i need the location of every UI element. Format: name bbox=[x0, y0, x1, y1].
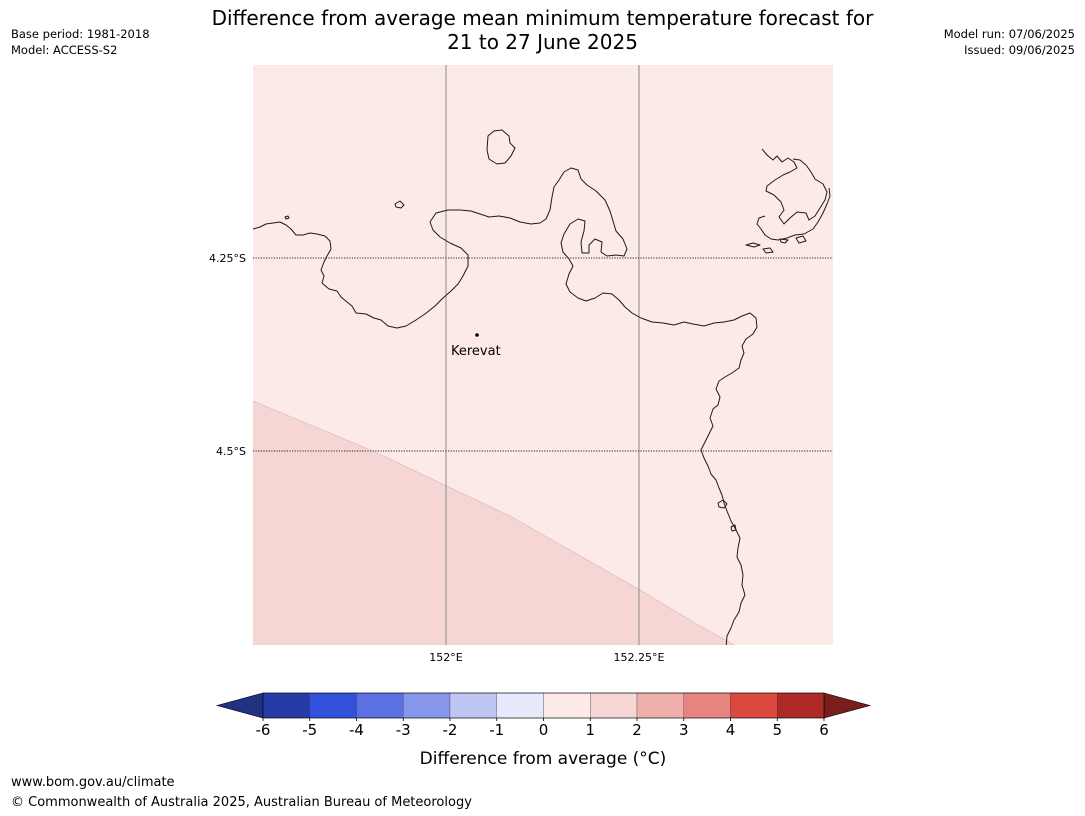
coastline-islet-east-4 bbox=[795, 235, 807, 244]
map-title: Difference from average mean minimum tem… bbox=[0, 6, 1085, 54]
coastline-islet-east-1 bbox=[745, 242, 761, 248]
coastline-main bbox=[253, 167, 758, 645]
colorbar-swatch bbox=[636, 692, 684, 719]
title-line-2: 21 to 27 June 2025 bbox=[447, 30, 638, 54]
colorbar-swatch bbox=[683, 692, 731, 719]
colorbar-tick-label: 2 bbox=[632, 721, 642, 739]
colorbar-tick-label: 3 bbox=[679, 721, 689, 739]
footer-url: www.bom.gov.au/climate bbox=[11, 775, 175, 790]
colorbar-swatch bbox=[777, 692, 825, 719]
colorbar-title: Difference from average (°C) bbox=[420, 749, 667, 769]
meta-right: Model run: 07/06/2025 Issued: 09/06/2025 bbox=[944, 26, 1075, 58]
colorbar-swatch bbox=[730, 692, 778, 719]
coastline-islet-dot bbox=[284, 215, 290, 220]
colorbar-frame bbox=[262, 692, 825, 719]
colorbar-tick-label: -6 bbox=[256, 721, 271, 739]
colorbar-tick-label: -4 bbox=[349, 721, 364, 739]
footer-copyright: © Commonwealth of Australia 2025, Austra… bbox=[11, 795, 472, 810]
coastline-islet-east-2 bbox=[762, 247, 774, 254]
colorbar-swatch bbox=[543, 692, 591, 719]
coastline-island-north bbox=[486, 129, 516, 165]
kerevat-marker-icon bbox=[475, 333, 479, 337]
colorbar-over-arrow bbox=[823, 692, 872, 719]
colorbar-tick-label: -1 bbox=[489, 721, 504, 739]
title-line-1: Difference from average mean minimum tem… bbox=[211, 6, 874, 30]
colorbar-swatch bbox=[449, 692, 497, 719]
lon-label-152: 152°E bbox=[429, 651, 462, 664]
warm-anomaly-region bbox=[253, 401, 735, 645]
colorbar-swatch bbox=[590, 692, 638, 719]
lat-label-4-5: 4.5°S bbox=[216, 445, 246, 458]
coastline-islet-west bbox=[394, 200, 405, 209]
colorbar-swatch bbox=[496, 692, 544, 719]
colorbar-tick-label: 6 bbox=[819, 721, 829, 739]
coastline-islet-south-1 bbox=[717, 499, 728, 509]
colorbar-under-arrow bbox=[215, 692, 264, 719]
colorbar-swatch bbox=[309, 692, 357, 719]
lon-label-152-25: 152.25°E bbox=[614, 651, 665, 664]
colorbar-swatch bbox=[403, 692, 451, 719]
model-run: Model run: 07/06/2025 bbox=[943, 27, 1075, 41]
anomaly-boundary bbox=[253, 400, 736, 645]
base-period: Base period: 1981-2018 bbox=[11, 27, 150, 41]
model-name: Model: ACCESS-S2 bbox=[11, 43, 118, 57]
colorbar-swatch bbox=[262, 692, 310, 719]
colorbar-tick-label: -2 bbox=[443, 721, 458, 739]
coastline-islet-south-2 bbox=[730, 524, 737, 532]
coastline-islet-east-3 bbox=[779, 238, 789, 244]
colorbar-tick-label: 1 bbox=[585, 721, 595, 739]
colorbar-tick-label: -5 bbox=[302, 721, 317, 739]
colorbar-tick-label: 4 bbox=[726, 721, 736, 739]
meta-left: Base period: 1981-2018 Model: ACCESS-S2 bbox=[11, 26, 150, 58]
map-panel: Kerevat 4.25°S 4.5°S 152°E 152.25°E bbox=[209, 65, 833, 664]
issued-date: Issued: 09/06/2025 bbox=[964, 43, 1075, 57]
colorbar-tick-label: -3 bbox=[396, 721, 411, 739]
colorbar-tick-label: 5 bbox=[772, 721, 782, 739]
colorbar-swatch bbox=[356, 692, 404, 719]
lat-label-4-25: 4.25°S bbox=[209, 252, 246, 265]
colorbar-tick-label: 0 bbox=[539, 721, 549, 739]
coastline-duke-of-york bbox=[756, 148, 831, 241]
place-label-kerevat: Kerevat bbox=[451, 344, 501, 359]
